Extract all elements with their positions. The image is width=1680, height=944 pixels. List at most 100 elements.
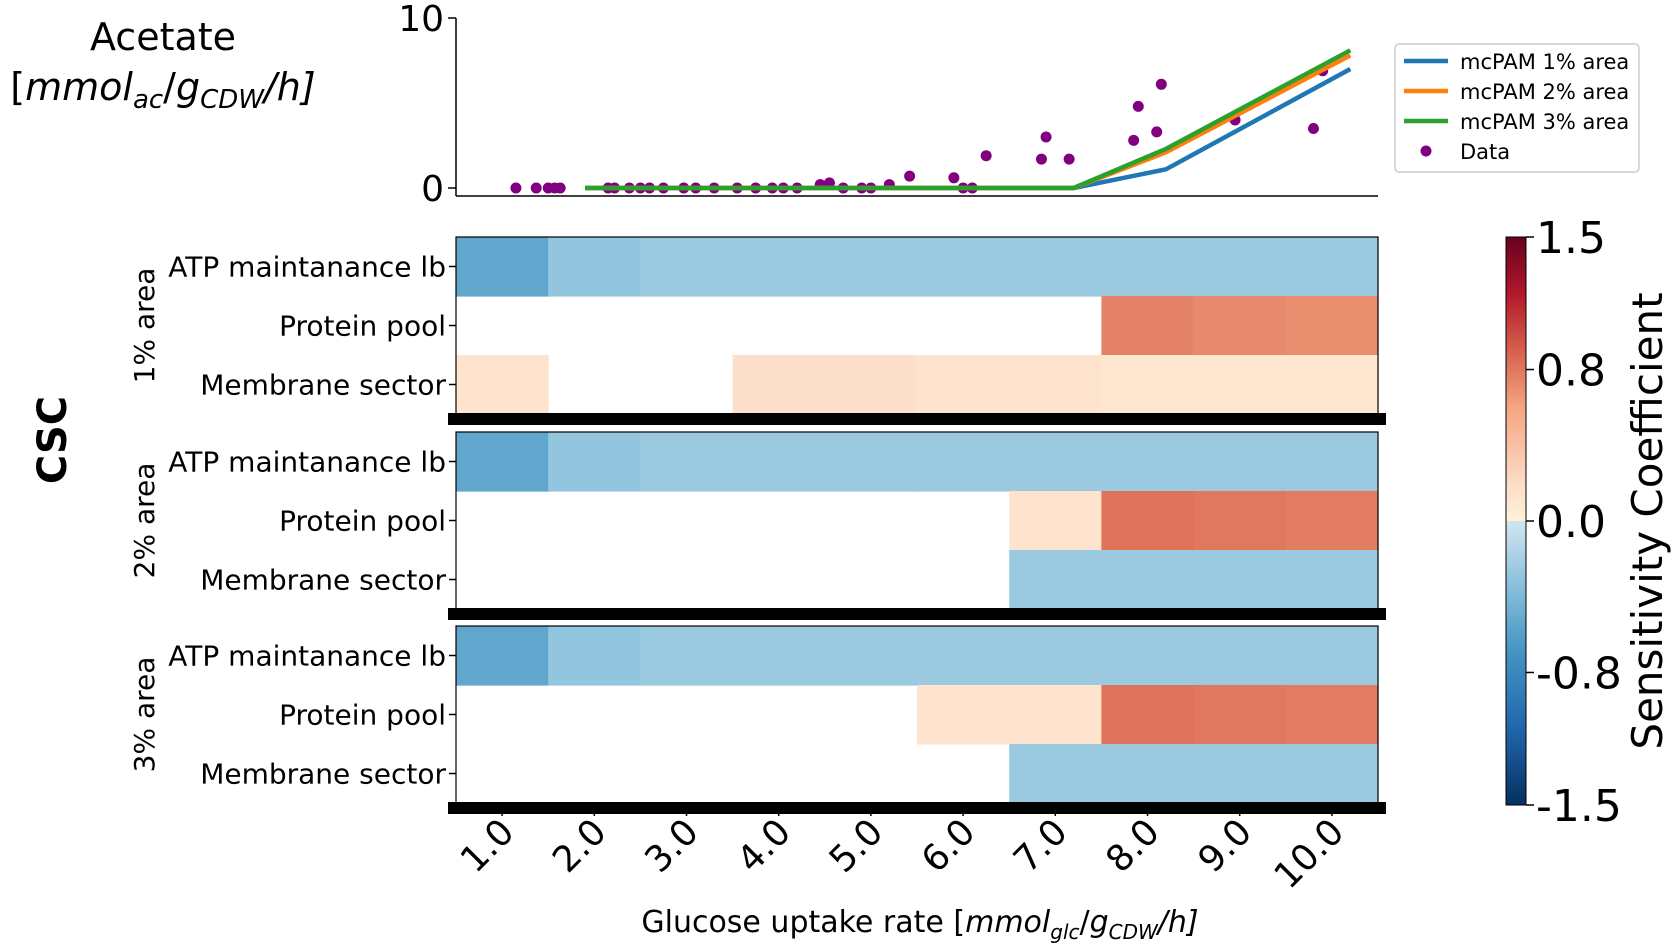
data-point (904, 170, 916, 182)
heatmap-xtick-label: 5.0 (822, 811, 891, 880)
heatmap-cell (1101, 432, 1195, 492)
heatmap-cell (732, 355, 826, 415)
heatmap-cell (1193, 296, 1287, 356)
panel-label: 2% area (128, 463, 161, 579)
heatmap-cell (732, 432, 826, 492)
data-point (554, 182, 566, 194)
acetate-ytick-label: 10 (398, 0, 444, 40)
acetate-series-lines (585, 48, 1352, 191)
legend-label: mcPAM 2% area (1460, 80, 1629, 104)
data-point (1040, 131, 1052, 143)
heatmap-cell (917, 237, 1010, 297)
heatmap-cell (1101, 744, 1195, 804)
heatmap-cell (1009, 685, 1102, 745)
heatmap-cell (824, 432, 918, 492)
acetate-y-ticks: 0 10 (398, 0, 456, 210)
heatmap-cell (824, 626, 918, 686)
colorbar-tick-label: 0.8 (1536, 346, 1606, 397)
acetate-ylabel-line1: Acetate (90, 15, 236, 59)
heatmap-xtick-label: 6.0 (914, 811, 983, 880)
heatmap-cell (1193, 626, 1287, 686)
colorbar-tick-label: -0.8 (1536, 648, 1622, 699)
sensitivity-heatmap: CSC ATP maintanance lb Protein pool Membra… (30, 236, 1386, 944)
heatmap-panel: ATP maintanance lb Protein pool Membrane s… (128, 625, 1386, 814)
heatmap-row-label: ATP maintanance lb (168, 446, 446, 479)
heatmap-cell (1101, 626, 1195, 686)
legend-label: mcPAM 3% area (1460, 110, 1629, 134)
acetate-ytick-label: 0 (421, 169, 444, 210)
heatmap-cell (1285, 355, 1379, 415)
series-line (585, 48, 1352, 191)
colorbar: 1.5 0.8 0.0 -0.8 -1.5 Sensitivity Coefficien… (1505, 213, 1672, 832)
heatmap-cell (456, 355, 549, 415)
heatmap-row-label: Membrane sector (200, 564, 446, 597)
panel-separator-bar (448, 608, 1386, 620)
heatmap-xtick-label: 2.0 (545, 811, 614, 880)
colorbar-gradient (1505, 236, 1527, 806)
heatmap-cell (1193, 237, 1287, 297)
heatmap-xtick-label: 7.0 (1006, 811, 1075, 880)
acetate-legend: mcPAM 1% area mcPAM 2% area mcPAM 3% area D… (1394, 43, 1640, 173)
heatmap-cell (640, 237, 734, 297)
colorbar-tick-label: 1.5 (1536, 213, 1606, 264)
colorbar-ticks: 1.5 0.8 0.0 -0.8 -1.5 (1526, 213, 1622, 832)
heatmap-cell (1285, 685, 1379, 745)
heatmap-cell (1285, 296, 1379, 356)
heatmap-cell (1193, 432, 1287, 492)
data-point (1132, 100, 1144, 112)
heatmap-xtick-label: 9.0 (1191, 811, 1260, 880)
heatmap-cell (548, 432, 641, 492)
heatmap-cell (1285, 491, 1379, 551)
data-point (1307, 123, 1319, 134)
heatmap-cell (732, 237, 826, 297)
heatmap-cell (1285, 237, 1379, 297)
data-point (823, 177, 835, 189)
heatmap-xtick-label: 1.0 (453, 811, 522, 880)
acetate-ylabel: Acetate [mmolac/gCDW/h] (10, 15, 315, 115)
heatmap-cell (1193, 550, 1287, 610)
colorbar-tick-label: 0.0 (1536, 497, 1606, 548)
heatmap-cell (1009, 744, 1102, 804)
heatmap-row-label: Membrane sector (200, 758, 446, 791)
heatmap-panel: ATP maintanance lb Protein pool Membrane s… (128, 431, 1386, 620)
heatmap-cell (1009, 626, 1102, 686)
heatmap-cell (1193, 355, 1287, 415)
panel-label: 3% area (128, 657, 161, 773)
heatmap-cell (548, 626, 641, 686)
panel-separator-bar (448, 413, 1386, 425)
data-point (948, 172, 960, 184)
heatmap-cell (640, 626, 734, 686)
heatmap-xlabel: Glucose uptake rate [mmolglc/gCDW/h] (641, 905, 1198, 944)
heatmap-cell (1009, 491, 1102, 551)
panel-label: 1% area (128, 268, 161, 384)
data-point (530, 182, 542, 194)
data-point (1155, 78, 1167, 90)
acetate-line-chart: Acetate [mmolac/gCDW/h] 0 10 mcPAM 1% are… (10, 0, 1640, 210)
data-point (1151, 126, 1163, 138)
panel-separator-bar (448, 802, 1386, 814)
heatmap-cell (1101, 237, 1195, 297)
heatmap-cell (456, 432, 549, 492)
heatmap-cell (1285, 432, 1379, 492)
heatmap-xtick-label: 8.0 (1098, 811, 1167, 880)
heatmap-cell (1101, 491, 1195, 551)
heatmap-xtick-label: 3.0 (637, 811, 706, 880)
heatmap-cell (548, 237, 641, 297)
heatmap-x-ticks: 1.0 2.0 3.0 4.0 5.0 6.0 7.0 8.0 9.0 10.0 (453, 809, 1352, 897)
heatmap-cell (1193, 491, 1287, 551)
heatmap-cell (1009, 237, 1102, 297)
legend-swatch (1420, 145, 1432, 157)
data-point (1035, 153, 1047, 165)
series-line (585, 67, 1352, 191)
heatmap-cell (732, 626, 826, 686)
heatmap-row-label: Protein pool (279, 699, 446, 732)
heatmap-cell (917, 432, 1010, 492)
heatmap-cell (1101, 550, 1195, 610)
colorbar-label: Sensitivity Coefficient (1623, 292, 1672, 749)
heatmap-row-label: ATP maintanance lb (168, 251, 446, 284)
heatmap-cell (1101, 355, 1195, 415)
heatmap-row-label: Protein pool (279, 505, 446, 538)
heatmap-panel: ATP maintanance lb Protein pool Membrane s… (128, 236, 1386, 425)
heatmap-row-label: Protein pool (279, 310, 446, 343)
